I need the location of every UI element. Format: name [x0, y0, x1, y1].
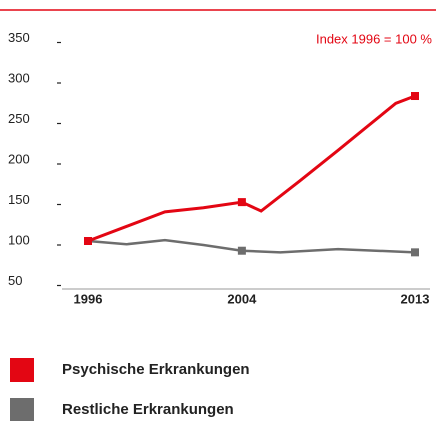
y-tick-label: 150 [8, 192, 30, 207]
y-tick-label: 100 [8, 232, 30, 247]
y-tick-label: 50 [8, 273, 22, 288]
y-tick-label: 350 [8, 30, 30, 45]
line [87, 94, 416, 243]
legend-label: Restliche Erkrankungen [62, 401, 234, 418]
point-marker [84, 237, 92, 245]
x-tick-label: 1996 [74, 291, 103, 306]
legend-swatch [10, 358, 34, 382]
legend-swatch [10, 398, 34, 421]
point-marker [411, 92, 419, 101]
y-tick-label: 250 [8, 111, 30, 126]
x-tick-label: 2004 [227, 291, 257, 306]
legend-label: Psychische Erkrankungen [62, 361, 250, 378]
y-tick-label: 300 [8, 70, 30, 85]
point-marker [237, 246, 246, 255]
point-marker [411, 248, 419, 257]
annotation: Index 1996 = 100 % [316, 31, 432, 46]
point-marker [237, 198, 246, 207]
y-tick-label: 200 [8, 151, 30, 166]
x-tick-label: 2013 [401, 291, 430, 306]
line [87, 238, 416, 254]
